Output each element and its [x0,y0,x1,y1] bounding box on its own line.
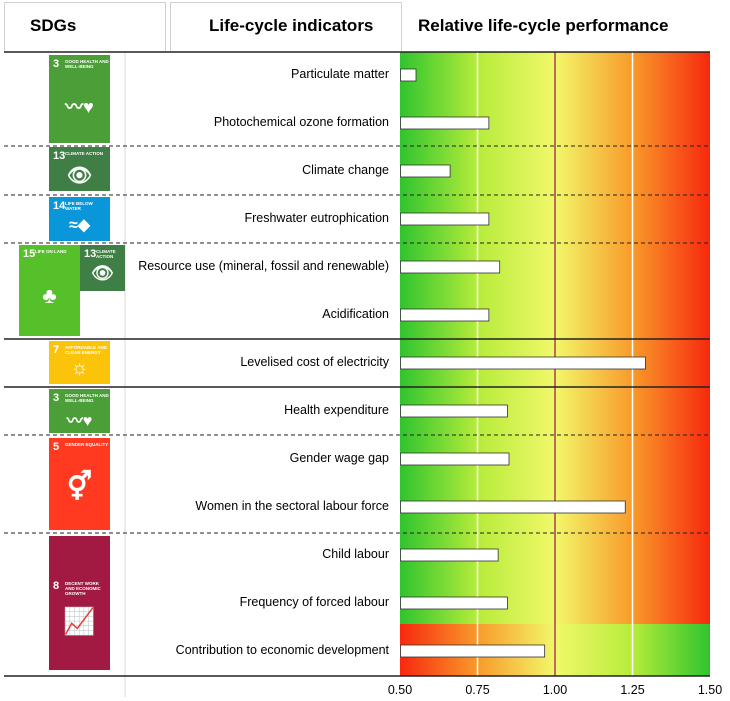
indicator-label: Freshwater eutrophication [244,211,389,225]
heartbeat-icon: 〰♥ [66,413,93,430]
indicator-label: Resource use (mineral, fossil and renewa… [138,259,389,273]
indicator-label: Climate change [302,163,389,177]
tree-icon: ♣ [42,283,57,308]
indicator-label: Levelised cost of electricity [240,355,389,369]
bar-8 [400,452,510,466]
x-tick-label: 0.50 [387,683,413,697]
x-tick-label: 1.50 [697,683,723,697]
sdg-badge-clean-energy: 7 AFFORDABLE AND CLEAN ENERGY ☼ [49,341,110,384]
bar-1 [400,116,490,130]
heartbeat-icon: 〰♥ [65,97,94,117]
performance-header: Relative life-cycle performance [418,16,669,35]
indicator-label: Contribution to economic development [175,643,389,657]
bar-3 [400,212,490,226]
indicators-header: Life-cycle indicators [209,16,374,35]
sdg-badge-good-health-2: 3 GOOD HEALTH AND WELL-BEING 〰♥ [49,389,110,433]
sdg-badge-climate-action: 13 CLIMATE ACTION 👁 [49,147,110,191]
indicator-label: Photochemical ozone formation [213,115,389,129]
bar-7 [400,404,508,418]
x-tick-label: 1.00 [542,683,568,697]
bar-4 [400,260,501,274]
sdg-badge-life-on-land: 15 LIFE ON LAND ♣ [19,245,80,336]
indicators-header-tab [170,2,402,51]
bar-11 [400,596,508,610]
indicator-label: Women in the sectoral labour force [195,499,389,513]
bar-2 [400,164,451,178]
indicator-label: Frequency of forced labour [239,595,389,609]
sdgs-header-tab [4,2,166,51]
sdg-badge-climate-action-2: 13 CLIMATE ACTION 👁 [80,245,125,291]
indicator-label: Gender wage gap [289,451,389,465]
gender-icon: ⚥ [66,471,93,502]
x-tick-label: 1.25 [620,683,645,697]
sun-icon: ☼ [70,357,89,379]
sdg-badge-life-below-water: 14 LIFE BELOW WATER ≈◆ [49,197,110,241]
indicator-label: Health expenditure [284,403,389,417]
fish-icon: ≈◆ [68,217,91,234]
bar-6 [400,356,646,370]
bar-10 [400,548,499,562]
eye-globe-icon: 👁 [66,165,93,187]
x-tick-label: 0.75 [465,683,490,697]
eye-globe-icon: 👁 [91,263,114,283]
sdgs-header: SDGs [30,16,77,35]
growth-chart-icon: 📈 [63,606,96,636]
bar-0 [400,68,417,82]
indicator-label: Acidification [322,307,389,321]
indicator-label: Particulate matter [291,67,389,81]
bar-9 [400,500,626,514]
sdg-badge-decent-work: 8 DECENT WORK AND ECONOMIC GROWTH 📈 [49,536,110,670]
sdg-badge-good-health: 3 GOOD HEALTH AND WELL-BEING 〰♥ [49,55,110,143]
sdg-badge-gender-equality: 5 GENDER EQUALITY ⚥ [49,438,110,530]
indicator-label: Child labour [322,547,389,561]
bar-5 [400,308,490,322]
bar-12 [400,644,546,658]
